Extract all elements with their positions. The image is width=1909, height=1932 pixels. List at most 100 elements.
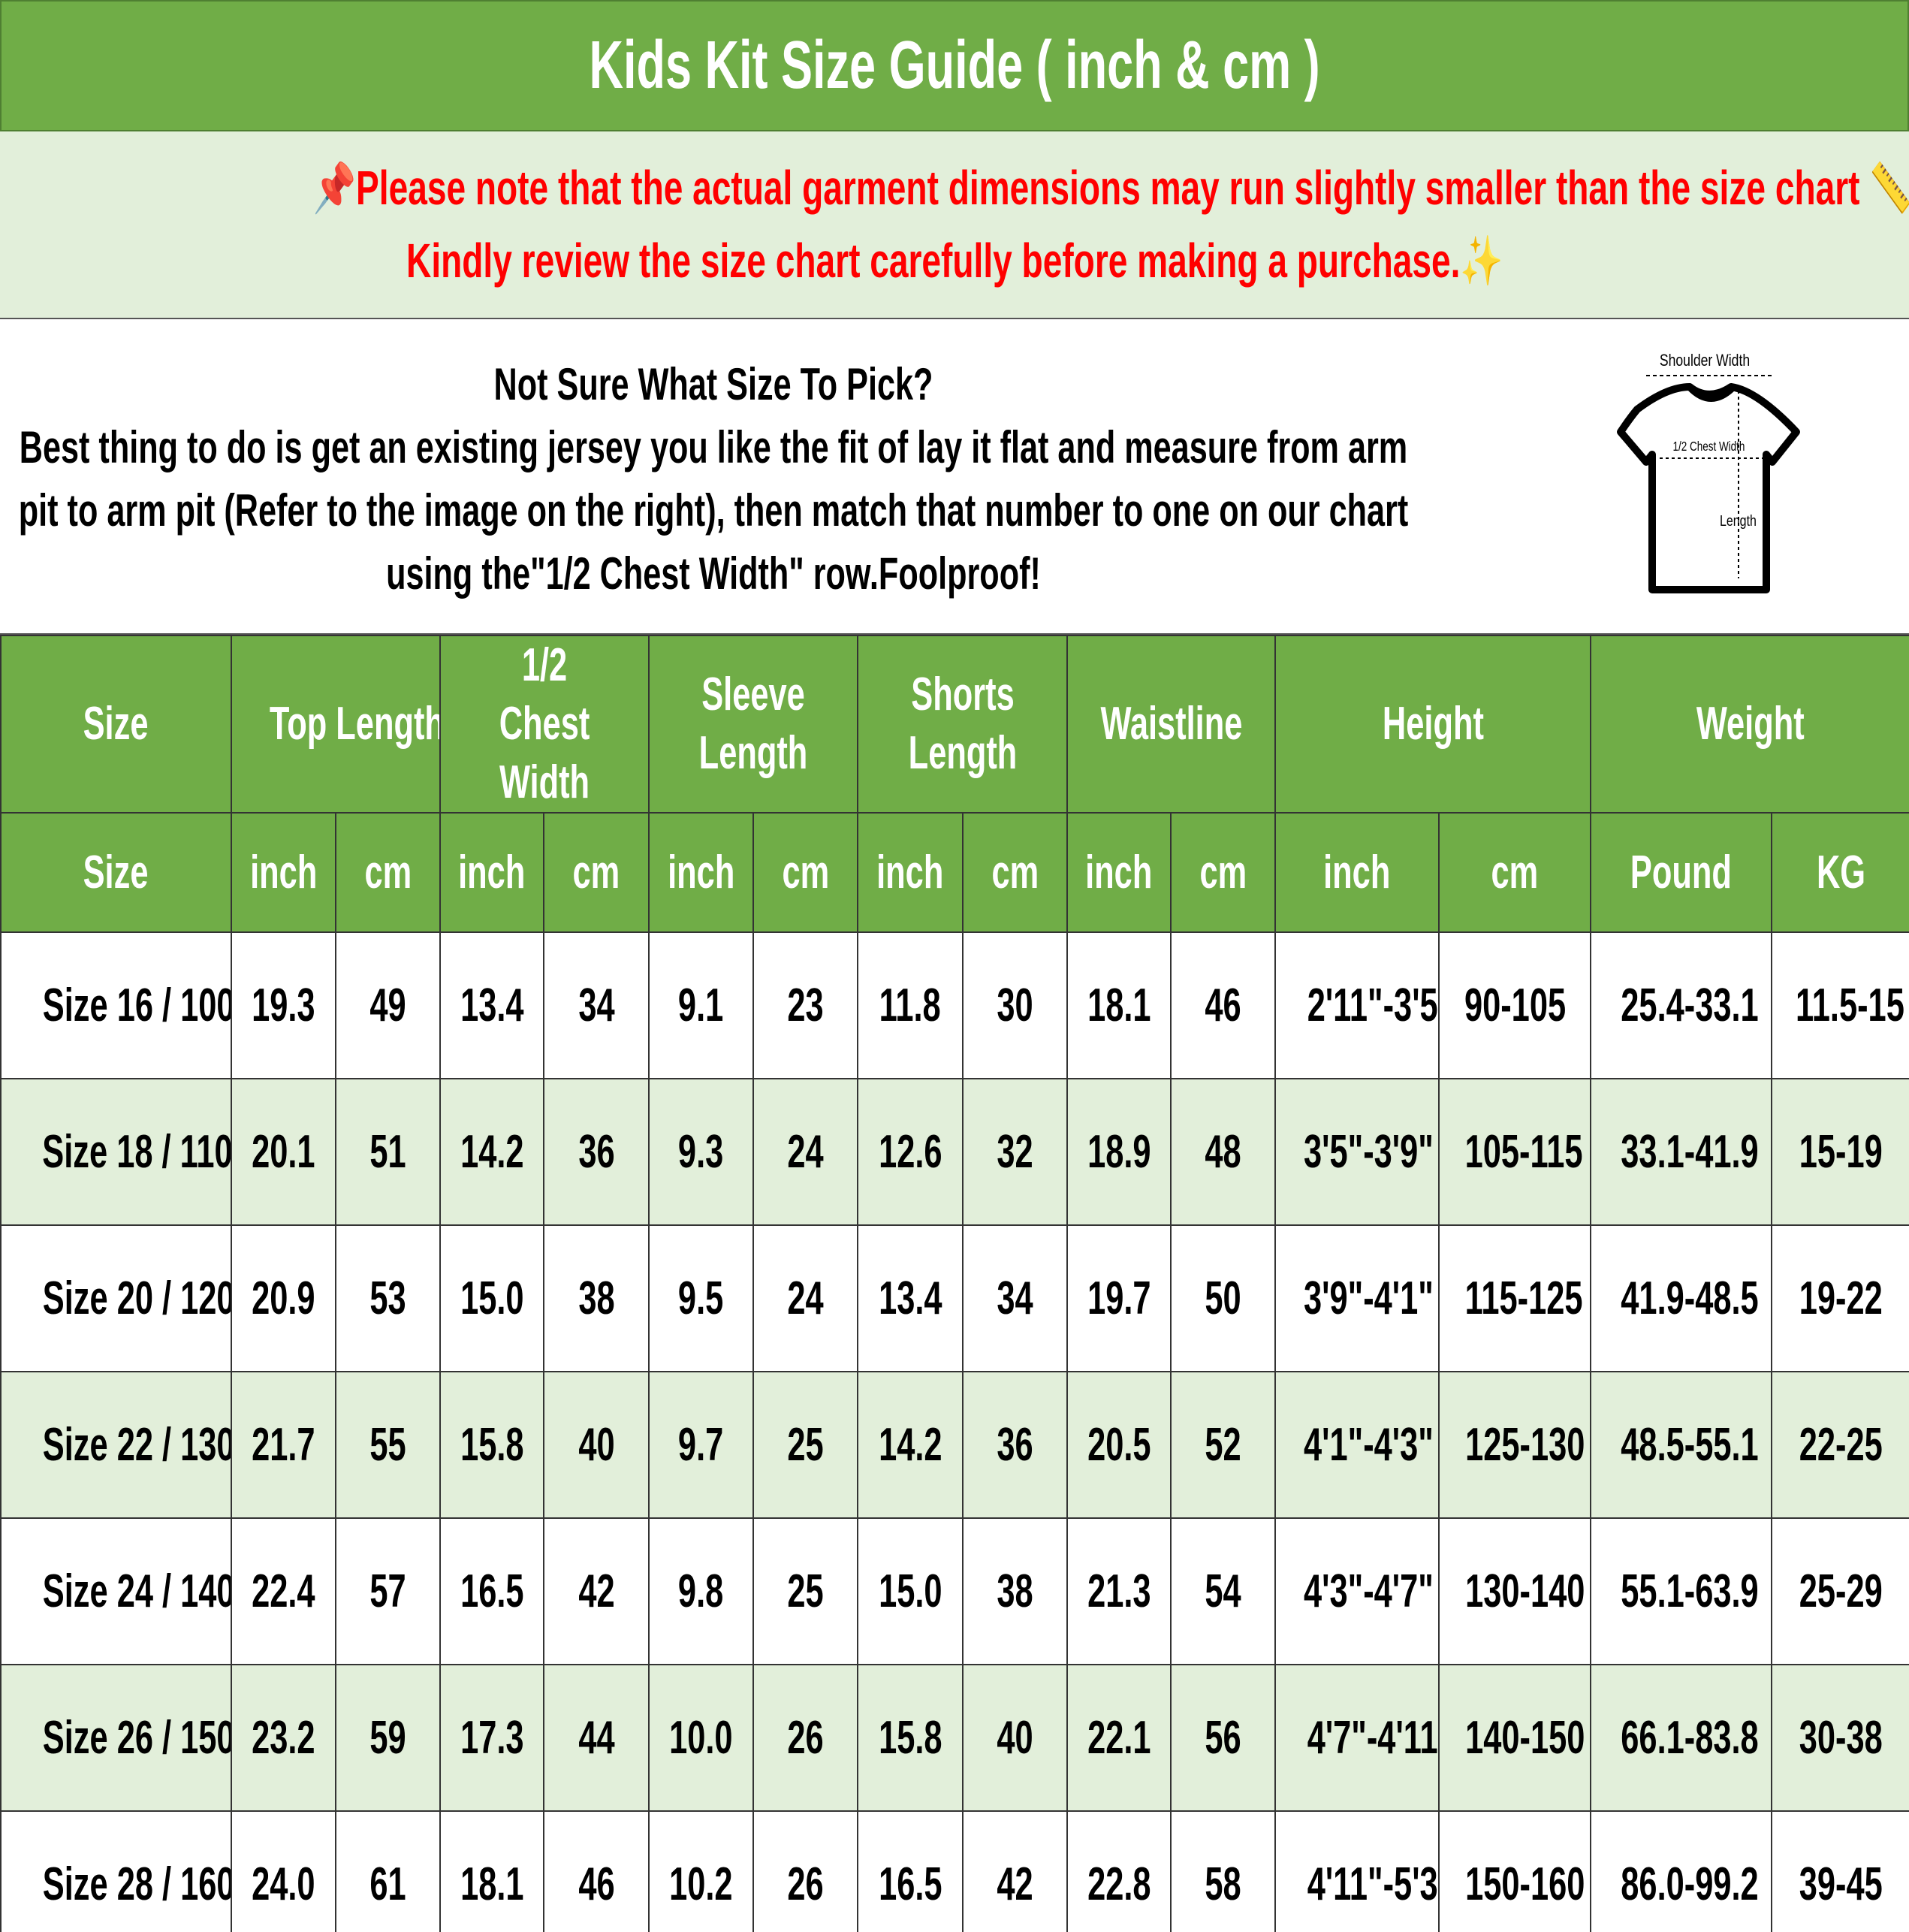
table-cell: 15.0 [439, 1224, 545, 1372]
table-cell: 25-29 [1771, 1517, 1909, 1665]
table-cell: 33.1-41.9 [1590, 1078, 1773, 1226]
notice-banner: 📌Please note that the actual garment dim… [0, 131, 1909, 319]
table-cell: 32 [962, 1078, 1069, 1226]
table-cell: 22.8 [1066, 1810, 1172, 1932]
unit-header: cm [962, 812, 1069, 933]
table-cell: 61 [334, 1810, 442, 1932]
table-cell: 25 [752, 1517, 859, 1665]
table-cell: 38 [543, 1224, 650, 1372]
table-row: Size 16 / 100 19.3 49 13.4 34 9.1 23 11.8 30 18.1… [0, 931, 1909, 1079]
notice-line-1: Please note that the actual garment dime… [356, 161, 1860, 215]
table-cell: 20.1 [231, 1078, 336, 1226]
table-cell: Size 26 / 150 [0, 1664, 232, 1812]
table-cell: 125-130 [1438, 1371, 1592, 1519]
size-table: Size Top Length 1/2 Chest Width Sleeve Leng… [0, 635, 1909, 1932]
table-cell: 57 [334, 1517, 442, 1665]
table-cell: 23.2 [231, 1664, 336, 1812]
group-header: Shorts Length [857, 635, 1069, 814]
page-title: Kids Kit Size Guide ( inch & cm ) [0, 0, 1909, 131]
table-cell: 48.5-55.1 [1590, 1371, 1773, 1519]
table-cell: 14.2 [439, 1078, 545, 1226]
table-cell: 105-115 [1438, 1078, 1592, 1226]
table-cell: 49 [334, 931, 442, 1079]
table-cell: 34 [543, 931, 650, 1079]
unit-header: cm [1438, 812, 1592, 933]
unit-header: cm [752, 812, 859, 933]
table-cell: 48 [1170, 1078, 1277, 1226]
table-cell: 19-22 [1771, 1224, 1909, 1372]
group-header: Size [0, 635, 232, 814]
table-cell: 9.3 [648, 1078, 755, 1226]
table-cell: 90-105 [1438, 931, 1592, 1079]
table-cell: 15-19 [1771, 1078, 1909, 1226]
table-cell: 41.9-48.5 [1590, 1224, 1773, 1372]
table-cell: 25 [752, 1371, 859, 1519]
unit-header: Pound [1590, 812, 1773, 933]
table-cell: Size 24 / 140 [0, 1517, 232, 1665]
table-cell: 86.0-99.2 [1590, 1810, 1773, 1932]
table-cell: 18.1 [1066, 931, 1172, 1079]
tshirt-measurement-diagram: Shoulder Width 1/2 Chest Width Length [1617, 352, 1800, 593]
table-cell: 40 [962, 1664, 1069, 1812]
table-cell: 11.8 [857, 931, 964, 1079]
unit-header: KG [1771, 812, 1909, 933]
chest-width-label: 1/2 Chest Width [1673, 439, 1745, 454]
table-cell: 24.0 [231, 1810, 336, 1932]
table-cell: 3'5"-3'9" [1274, 1078, 1440, 1226]
table-cell: 15.8 [439, 1371, 545, 1519]
table-cell: 15.8 [857, 1664, 964, 1812]
table-row: Size 26 / 150 23.2 59 17.3 44 10.0 26 15.8 40 22.… [0, 1664, 1909, 1812]
table-cell: 16.5 [857, 1810, 964, 1932]
unit-header: inch [439, 812, 545, 933]
table-cell: 19.7 [1066, 1224, 1172, 1372]
table-cell: 13.4 [439, 931, 545, 1079]
table-cell: 17.3 [439, 1664, 545, 1812]
table-cell: 20.5 [1066, 1371, 1172, 1519]
table-cell: Size 16 / 100 [0, 931, 232, 1079]
table-cell: Size 28 / 160 [0, 1810, 232, 1932]
table-cell: 21.3 [1066, 1517, 1172, 1665]
unit-header: cm [334, 812, 442, 933]
table-cell: 22.4 [231, 1517, 336, 1665]
group-header: Waistline [1066, 635, 1277, 814]
table-cell: 10.0 [648, 1664, 755, 1812]
table-cell: 150-160 [1438, 1810, 1592, 1932]
table-cell: 58 [1170, 1810, 1277, 1932]
table-cell: 36 [543, 1078, 650, 1226]
unit-header: inch [648, 812, 755, 933]
table-cell: 3'9"-4'1" [1274, 1224, 1440, 1372]
table-cell: 26 [752, 1810, 859, 1932]
table-cell: 40 [543, 1371, 650, 1519]
table-cell: 18.9 [1066, 1078, 1172, 1226]
table-cell: 2'11"-3'5" [1274, 931, 1440, 1079]
unit-header: inch [1274, 812, 1440, 933]
table-cell: 24 [752, 1224, 859, 1372]
notice-line-2: Kindly review the size chart carefully b… [406, 234, 1461, 288]
pushpin-icon: 📌 [312, 161, 357, 215]
table-cell: 4'3"-4'7" [1274, 1517, 1440, 1665]
table-cell: 52 [1170, 1371, 1277, 1519]
group-header: Sleeve Length [648, 635, 859, 814]
table-cell: 46 [543, 1810, 650, 1932]
unit-header: inch [857, 812, 964, 933]
table-cell: 115-125 [1438, 1224, 1592, 1372]
table-cell: 54 [1170, 1517, 1277, 1665]
table-cell: 66.1-83.8 [1590, 1664, 1773, 1812]
table-row: Size 28 / 160 24.0 61 18.1 46 10.2 26 16.5 42 22.… [0, 1810, 1909, 1932]
table-row: Size 22 / 130 21.7 55 15.8 40 9.7 25 14.2 36 20.5… [0, 1371, 1909, 1519]
table-row: Size 24 / 140 22.4 57 16.5 42 9.8 25 15.0 38 21.3… [0, 1517, 1909, 1665]
table-cell: 4'1"-4'3" [1274, 1371, 1440, 1519]
table-cell: Size 22 / 130 [0, 1371, 232, 1519]
table-cell: 11.5-15 [1771, 931, 1909, 1079]
table-cell: 44 [543, 1664, 650, 1812]
group-header: 1/2 Chest Width [439, 635, 650, 814]
table-cell: 9.1 [648, 931, 755, 1079]
sparkles-icon: ✨ [1460, 234, 1503, 288]
table-cell: 13.4 [857, 1224, 964, 1372]
shoulder-width-label: Shoulder Width [1660, 352, 1750, 370]
table-cell: 42 [962, 1810, 1069, 1932]
table-cell: 15.0 [857, 1517, 964, 1665]
table-cell: 42 [543, 1517, 650, 1665]
length-label: Length [1720, 512, 1757, 529]
table-row: Size 18 / 110 20.1 51 14.2 36 9.3 24 12.6 32 18.9… [0, 1078, 1909, 1226]
